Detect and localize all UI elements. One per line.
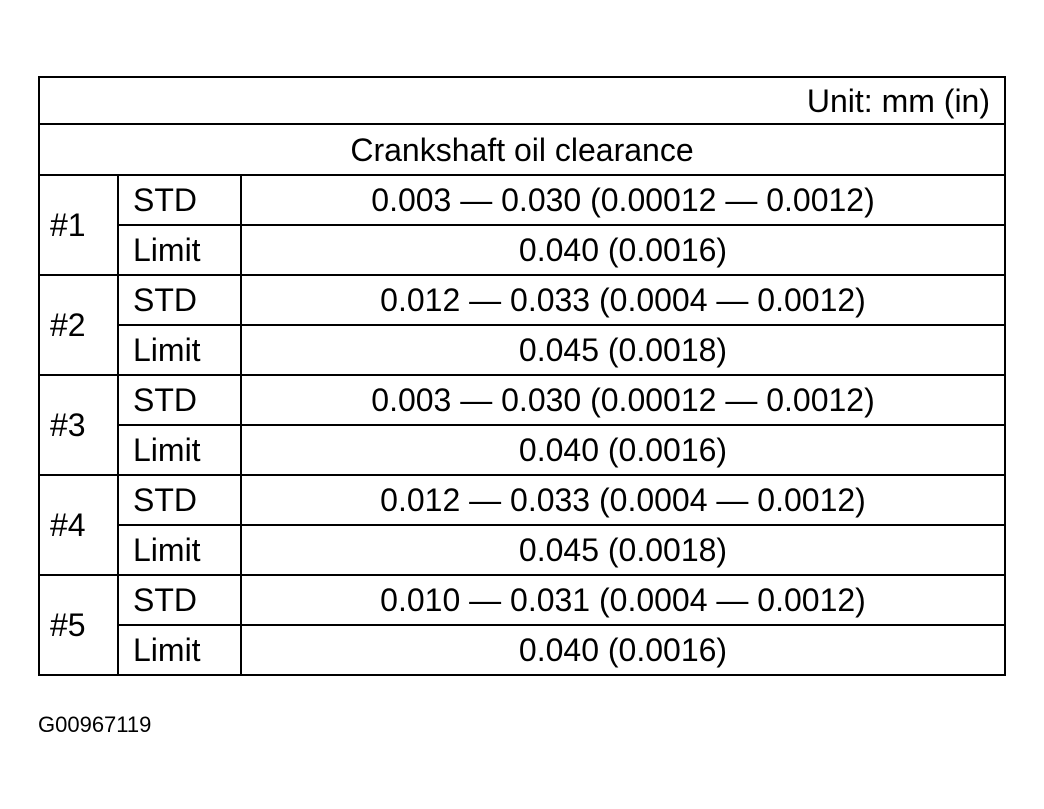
group-label: #4 xyxy=(38,474,119,576)
data-row: #1 STD 0.003 — 0.030 (0.00012 — 0.0012) xyxy=(38,174,1006,276)
row-type: STD xyxy=(117,474,242,526)
data-row: #5 STD 0.010 — 0.031 (0.0004 — 0.0012) xyxy=(38,574,1006,676)
table-body: Unit: mm (in) Crankshaft oil clearance #… xyxy=(38,76,1006,676)
row-value: 0.045 (0.0018) xyxy=(240,324,1006,376)
row-value: 0.040 (0.0016) xyxy=(240,624,1006,676)
data-row: Limit 0.040 (0.0016) xyxy=(39,224,1006,276)
data-row: #3 STD 0.003 — 0.030 (0.00012 — 0.0012) xyxy=(38,374,1006,476)
group-label: #5 xyxy=(38,574,119,676)
row-value: 0.040 (0.0016) xyxy=(240,424,1006,476)
group-label: #2 xyxy=(38,274,119,376)
row-type: STD xyxy=(117,374,242,426)
row-value: 0.040 (0.0016) xyxy=(240,224,1006,276)
row-value: 0.045 (0.0018) xyxy=(240,524,1006,576)
data-row: #2 STD 0.012 — 0.033 (0.0004 — 0.0012) xyxy=(38,274,1006,376)
unit-row: Unit: mm (in) xyxy=(38,76,1006,125)
data-row: Limit 0.040 (0.0016) xyxy=(39,424,1006,476)
data-row: #4 STD 0.012 — 0.033 (0.0004 — 0.0012) xyxy=(38,474,1006,576)
row-type: Limit xyxy=(117,324,242,376)
row-value: 0.003 — 0.030 (0.00012 — 0.0012) xyxy=(240,174,1006,226)
row-type: Limit xyxy=(117,524,242,576)
table-title: Crankshaft oil clearance xyxy=(38,123,1006,176)
row-type: STD xyxy=(117,274,242,326)
spec-table: Unit: mm (in) Crankshaft oil clearance #… xyxy=(38,76,1006,676)
row-type: STD xyxy=(117,574,242,626)
data-row: Limit 0.045 (0.0018) xyxy=(39,524,1006,576)
data-row: Limit 0.045 (0.0018) xyxy=(39,324,1006,376)
row-type: Limit xyxy=(117,424,242,476)
row-value: 0.010 — 0.031 (0.0004 — 0.0012) xyxy=(240,574,1006,626)
row-type: Limit xyxy=(117,624,242,676)
figure-id: G00967119 xyxy=(38,712,152,737)
row-value: 0.012 — 0.033 (0.0004 — 0.0012) xyxy=(240,474,1006,526)
unit-label: Unit: mm (in) xyxy=(38,76,1006,125)
data-row: Limit 0.040 (0.0016) xyxy=(39,624,1006,676)
group-label: #1 xyxy=(38,174,119,276)
group-label: #3 xyxy=(38,374,119,476)
row-type: Limit xyxy=(117,224,242,276)
title-row: Crankshaft oil clearance xyxy=(38,123,1006,176)
row-value: 0.003 — 0.030 (0.00012 — 0.0012) xyxy=(240,374,1006,426)
row-value: 0.012 — 0.033 (0.0004 — 0.0012) xyxy=(240,274,1006,326)
row-type: STD xyxy=(117,174,242,226)
